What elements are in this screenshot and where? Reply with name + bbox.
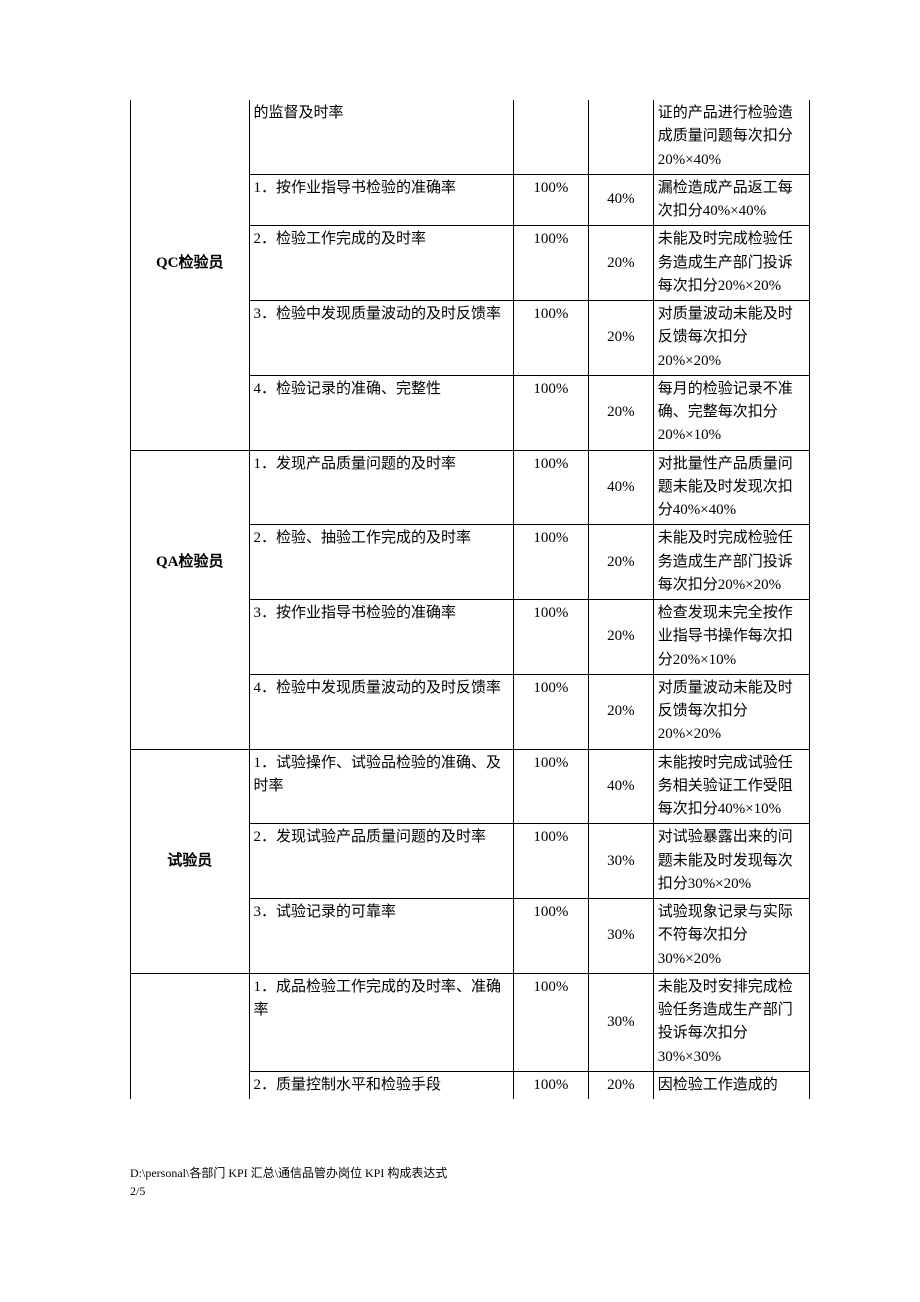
detail-cell: 证的产品进行检验造成质量问题每次扣分20%×40%	[653, 100, 809, 174]
target-cell: 100%	[513, 749, 588, 824]
kpi-cell: 1．试验操作、试验品检验的准确、及时率	[249, 749, 513, 824]
kpi-cell: 1．成品检验工作完成的及时率、准确率	[249, 973, 513, 1071]
weight-cell: 20%	[589, 525, 654, 600]
table-row: 1．按作业指导书检验的准确率100%40%漏检造成产品返工每次扣分40%×40%	[131, 174, 810, 226]
target-cell: 100%	[513, 824, 588, 899]
kpi-cell: 1．按作业指导书检验的准确率	[249, 174, 513, 226]
weight-cell: 40%	[589, 174, 654, 226]
target-cell: 100%	[513, 226, 588, 301]
role-cell: QC检验员	[131, 226, 250, 301]
target-cell: 100%	[513, 1071, 588, 1099]
role-cell	[131, 301, 250, 376]
weight-cell: 20%	[589, 1071, 654, 1099]
detail-cell: 试验现象记录与实际不符每次扣分30%×20%	[653, 899, 809, 974]
role-cell	[131, 674, 250, 749]
detail-cell: 对批量性产品质量问题未能及时发现次扣分40%×40%	[653, 450, 809, 525]
kpi-cell: 的监督及时率	[249, 100, 513, 174]
target-cell: 100%	[513, 174, 588, 226]
target-cell: 100%	[513, 375, 588, 450]
table-row: 的监督及时率 证的产品进行检验造成质量问题每次扣分20%×40%	[131, 100, 810, 174]
target-cell: 100%	[513, 973, 588, 1071]
target-cell: 100%	[513, 899, 588, 974]
page-footer: D:\personal\各部门 KPI 汇总\通信品管办岗位 KPI 构成表达式…	[130, 1164, 810, 1200]
table-row: 3．按作业指导书检验的准确率100%20%检查发现未完全按作业指导书操作每次扣分…	[131, 600, 810, 675]
kpi-cell: 1．发现产品质量问题的及时率	[249, 450, 513, 525]
detail-cell: 因检验工作造成的	[653, 1071, 809, 1099]
weight-cell	[589, 100, 654, 174]
role-cell: QA检验员	[131, 525, 250, 600]
kpi-cell: 4．检验中发现质量波动的及时反馈率	[249, 674, 513, 749]
detail-cell: 每月的检验记录不准确、完整每次扣分20%×10%	[653, 375, 809, 450]
detail-cell: 未能及时安排完成检验任务造成生产部门投诉每次扣分30%×30%	[653, 973, 809, 1071]
kpi-table: 的监督及时率证的产品进行检验造成质量问题每次扣分20%×40%1．按作业指导书检…	[130, 100, 810, 1099]
table-row: 3．试验记录的可靠率100%30%试验现象记录与实际不符每次扣分30%×20%	[131, 899, 810, 974]
weight-cell: 30%	[589, 824, 654, 899]
weight-cell: 40%	[589, 450, 654, 525]
weight-cell: 20%	[589, 226, 654, 301]
weight-cell: 40%	[589, 749, 654, 824]
table-row: 4．检验中发现质量波动的及时反馈率100%20%对质量波动未能及时反馈每次扣分2…	[131, 674, 810, 749]
kpi-cell: 3．检验中发现质量波动的及时反馈率	[249, 301, 513, 376]
weight-cell: 20%	[589, 674, 654, 749]
table-row: 1．成品检验工作完成的及时率、准确率100%30%未能及时安排完成检验任务造成生…	[131, 973, 810, 1071]
target-cell: 100%	[513, 301, 588, 376]
kpi-cell: 3．按作业指导书检验的准确率	[249, 600, 513, 675]
table-row: 3．检验中发现质量波动的及时反馈率100%20%对质量波动未能及时反馈每次扣分2…	[131, 301, 810, 376]
footer-path: D:\personal\各部门 KPI 汇总\通信品管办岗位 KPI 构成表达式	[130, 1164, 810, 1182]
table-row: 试验员2．发现试验产品质量问题的及时率100%30%对试验暴露出来的问题未能及时…	[131, 824, 810, 899]
role-cell	[131, 899, 250, 974]
table-row: 1．发现产品质量问题的及时率100%40%对批量性产品质量问题未能及时发现次扣分…	[131, 450, 810, 525]
kpi-cell: 2．检验工作完成的及时率	[249, 226, 513, 301]
role-cell	[131, 375, 250, 450]
kpi-cell: 2．发现试验产品质量问题的及时率	[249, 824, 513, 899]
detail-cell: 未能按时完成试验任务相关验证工作受阻每次扣分40%×10%	[653, 749, 809, 824]
kpi-cell: 2．质量控制水平和检验手段	[249, 1071, 513, 1099]
footer-page: 2/5	[130, 1182, 810, 1200]
weight-cell: 30%	[589, 899, 654, 974]
target-cell: 100%	[513, 674, 588, 749]
role-cell	[131, 174, 250, 226]
kpi-cell: 3．试验记录的可靠率	[249, 899, 513, 974]
role-cell	[131, 100, 250, 174]
kpi-cell: 2．检验、抽验工作完成的及时率	[249, 525, 513, 600]
role-cell	[131, 1071, 250, 1099]
kpi-cell: 4．检验记录的准确、完整性	[249, 375, 513, 450]
table-row: 4．检验记录的准确、完整性100%20%每月的检验记录不准确、完整每次扣分20%…	[131, 375, 810, 450]
target-cell: 100%	[513, 525, 588, 600]
table-row: QA检验员2．检验、抽验工作完成的及时率100%20%未能及时完成检验任务造成生…	[131, 525, 810, 600]
role-cell: 试验员	[131, 824, 250, 899]
table-row: QC检验员2．检验工作完成的及时率100%20%未能及时完成检验任务造成生产部门…	[131, 226, 810, 301]
role-cell	[131, 973, 250, 1071]
detail-cell: 对质量波动未能及时反馈每次扣分20%×20%	[653, 674, 809, 749]
detail-cell: 未能及时完成检验任务造成生产部门投诉每次扣分20%×20%	[653, 525, 809, 600]
detail-cell: 未能及时完成检验任务造成生产部门投诉每次扣分20%×20%	[653, 226, 809, 301]
weight-cell: 30%	[589, 973, 654, 1071]
weight-cell: 20%	[589, 301, 654, 376]
table-row: 1．试验操作、试验品检验的准确、及时率100%40%未能按时完成试验任务相关验证…	[131, 749, 810, 824]
role-cell	[131, 749, 250, 824]
detail-cell: 漏检造成产品返工每次扣分40%×40%	[653, 174, 809, 226]
detail-cell: 检查发现未完全按作业指导书操作每次扣分20%×10%	[653, 600, 809, 675]
table-row: 2．质量控制水平和检验手段100%20%因检验工作造成的	[131, 1071, 810, 1099]
target-cell	[513, 100, 588, 174]
weight-cell: 20%	[589, 600, 654, 675]
role-cell	[131, 450, 250, 525]
target-cell: 100%	[513, 450, 588, 525]
target-cell: 100%	[513, 600, 588, 675]
detail-cell: 对质量波动未能及时反馈每次扣分20%×20%	[653, 301, 809, 376]
role-cell	[131, 600, 250, 675]
detail-cell: 对试验暴露出来的问题未能及时发现每次扣分30%×20%	[653, 824, 809, 899]
weight-cell: 20%	[589, 375, 654, 450]
